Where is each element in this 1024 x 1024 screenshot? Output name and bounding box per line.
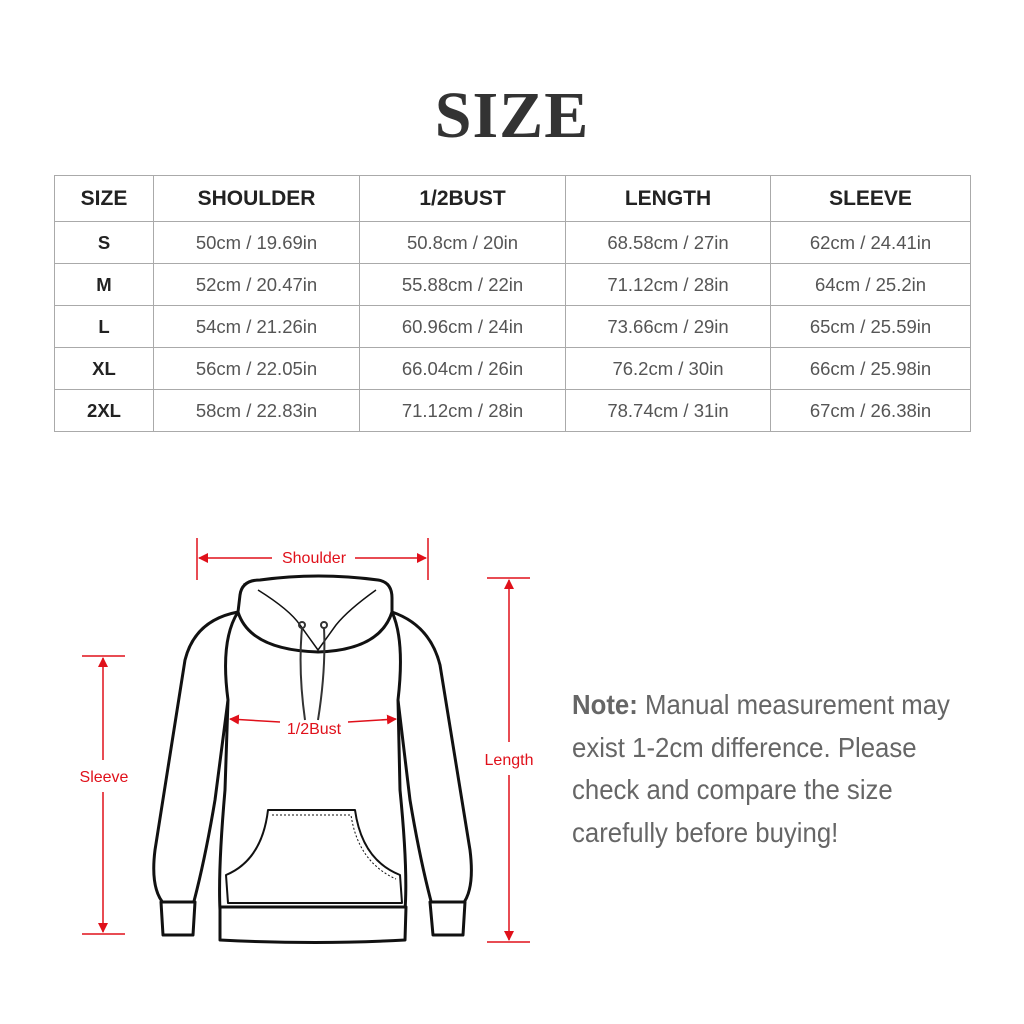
measurement-cell: 65cm / 25.59in xyxy=(770,305,971,348)
measurement-cell: 50cm / 19.69in xyxy=(153,221,360,264)
table-row: XL 56cm / 22.05in 66.04cm / 26in 76.2cm / 3… xyxy=(54,347,971,390)
table-row: L 54cm / 21.26in 60.96cm / 24in 73.66cm / 2… xyxy=(54,305,971,348)
measurement-cell: 73.66cm / 29in xyxy=(565,305,771,348)
drawstrings xyxy=(298,621,328,721)
measurement-cell: 55.88cm / 22in xyxy=(359,263,566,306)
hoodie-outline xyxy=(152,574,473,944)
header-sleeve: SLEEVE xyxy=(770,175,971,222)
table-row: M 52cm / 20.47in 55.88cm / 22in 71.12cm / 2… xyxy=(54,263,971,306)
size-table: SIZE SHOULDER 1/2BUST LENGTH SLEEVE S 50c… xyxy=(54,175,971,432)
measurement-lines xyxy=(82,538,530,943)
page-title: SIZE xyxy=(434,79,590,152)
header-bust: 1/2BUST xyxy=(359,175,566,222)
note-text: Manual measurement may exist 1-2cm diffe… xyxy=(572,689,950,848)
measurement-cell: 66cm / 25.98in xyxy=(770,347,971,390)
note: Note: Manual measurement may exist 1-2cm… xyxy=(572,684,958,854)
measurement-cell: 68.58cm / 27in xyxy=(565,221,771,264)
measurement-cell: 62cm / 24.41in xyxy=(770,221,971,264)
measurement-cell: 54cm / 21.26in xyxy=(153,305,360,348)
size-cell: L xyxy=(54,305,154,348)
measurement-cell: 64cm / 25.2in xyxy=(770,263,971,306)
measurement-cell: 71.12cm / 28in xyxy=(359,389,566,432)
table-header-row: SIZE SHOULDER 1/2BUST LENGTH SLEEVE xyxy=(54,175,971,222)
measurement-cell: 58cm / 22.83in xyxy=(153,389,360,432)
measurement-cell: 78.74cm / 31in xyxy=(565,389,771,432)
table-row: 2XL 58cm / 22.83in 71.12cm / 28in 78.74cm /… xyxy=(54,389,971,432)
length-label: Length xyxy=(485,752,534,769)
sleeve-label: Sleeve xyxy=(80,769,129,786)
header-shoulder: SHOULDER xyxy=(153,175,360,222)
table-row: S 50cm / 19.69in 50.8cm / 20in 68.58cm / 27… xyxy=(54,221,971,264)
measurement-cell: 52cm / 20.47in xyxy=(153,263,360,306)
bust-label: 1/2Bust xyxy=(287,721,342,738)
size-cell: S xyxy=(54,221,154,264)
measurement-cell: 67cm / 26.38in xyxy=(770,389,971,432)
size-cell: M xyxy=(54,263,154,306)
header-size: SIZE xyxy=(54,175,154,222)
size-cell: 2XL xyxy=(54,389,154,432)
shoulder-label: Shoulder xyxy=(282,550,347,567)
note-label: Note: xyxy=(572,689,638,720)
measurement-cell: 71.12cm / 28in xyxy=(565,263,771,306)
measurement-cell: 56cm / 22.05in xyxy=(153,347,360,390)
